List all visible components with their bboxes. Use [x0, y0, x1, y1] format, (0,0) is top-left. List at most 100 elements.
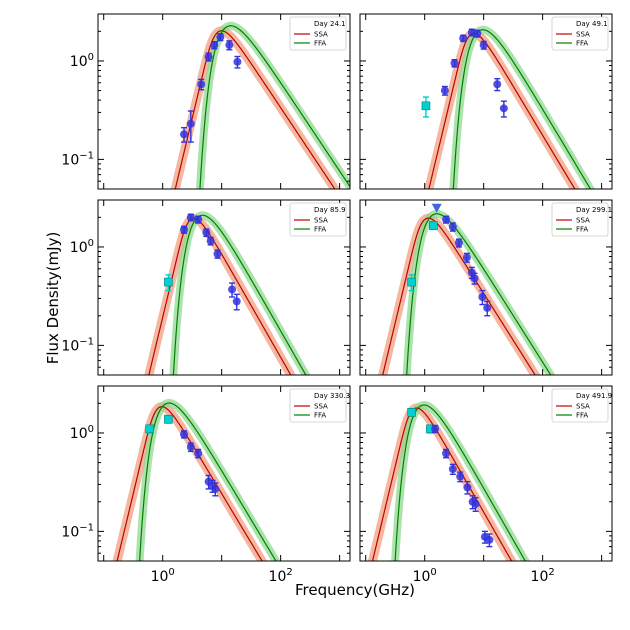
legend-ssa-label: SSA: [576, 403, 590, 411]
detection-point: [202, 228, 211, 237]
detection-point: [459, 34, 468, 43]
legend-ffa-label: FFA: [576, 40, 588, 48]
panel-frame: [359, 13, 613, 190]
panel-frame: [359, 385, 613, 562]
ssa-band: [112, 402, 268, 561]
detection-point: [186, 442, 195, 451]
early-point: [145, 424, 154, 434]
plot-area: [378, 203, 556, 375]
legend-ssa-label: SSA: [314, 403, 328, 411]
legend-ffa-label: FFA: [576, 226, 588, 234]
y-tick-label: 100: [70, 238, 94, 256]
ffa-line: [199, 25, 350, 189]
legend-ffa-label: FFA: [314, 40, 326, 48]
detection-point: [442, 215, 451, 224]
y-tick-label: 10−1: [61, 522, 94, 540]
ffa-band: [169, 211, 311, 375]
legend-box: [289, 16, 347, 51]
legend-title: Day 85.9: [314, 206, 346, 214]
y-tick-label: 100: [70, 52, 94, 70]
ffa-band: [449, 25, 596, 189]
early-point: [407, 408, 416, 417]
detection-point: [440, 86, 449, 95]
detection-point: [204, 52, 213, 61]
detection-point: [471, 499, 480, 508]
x-tick-label: 102: [531, 567, 555, 585]
detection-point: [448, 465, 457, 474]
legend-title: Day 299.1: [576, 206, 612, 214]
detection-point: [211, 484, 220, 493]
detection-point: [463, 483, 472, 492]
detection-point: [180, 130, 189, 139]
panel-frame: [359, 199, 613, 376]
detection-point: [478, 293, 487, 302]
ssa-line: [148, 217, 292, 375]
ffa-line: [406, 213, 552, 375]
detection-point: [473, 29, 482, 38]
detection-point: [197, 80, 206, 89]
early-point: [407, 277, 416, 287]
legend-ffa-label: FFA: [576, 412, 588, 420]
detection-point: [225, 41, 234, 50]
detection-point: [194, 449, 203, 458]
detection-point: [194, 215, 203, 224]
legend-ssa-label: SSA: [314, 31, 328, 39]
x-tick-label: 100: [413, 567, 437, 585]
detection-point: [180, 225, 189, 234]
detection-point: [431, 424, 440, 433]
legend-ffa-label: FFA: [314, 412, 326, 420]
ssa-line: [116, 406, 263, 561]
ssa-line: [174, 30, 336, 189]
detection-point: [180, 430, 189, 439]
panel-frame: [97, 385, 351, 562]
plot-area: [367, 400, 530, 561]
early-point: [164, 277, 173, 287]
detection-point: [232, 297, 241, 306]
early-point: [429, 221, 438, 230]
detection-point: [493, 80, 502, 89]
detection-point: [448, 222, 457, 231]
panel-frame: [97, 13, 351, 190]
ffa-band: [391, 400, 530, 561]
detection-point: [454, 238, 463, 247]
detection-point: [485, 535, 494, 544]
detection-point: [499, 104, 508, 113]
ffa-band: [195, 21, 350, 189]
legend-title: Day 49.1: [576, 20, 608, 28]
upper-limit-marker: [431, 203, 442, 213]
y-tick-label: 100: [70, 424, 94, 442]
early-point: [421, 101, 431, 111]
detection-point: [456, 472, 465, 481]
legend-ssa-label: SSA: [576, 31, 590, 39]
detection-point: [186, 213, 195, 222]
detection-point: [213, 249, 222, 258]
ylabel: Flux Density(mJy): [44, 232, 62, 365]
ffa-line: [452, 29, 592, 189]
legend-title: Day 491.9: [576, 392, 612, 400]
panel-frame: [97, 199, 351, 376]
legend-box: [289, 202, 347, 237]
plot-area: [421, 25, 596, 189]
legend-box: [289, 388, 347, 423]
xlabel: Frequency(GHz): [295, 581, 415, 599]
detection-point: [483, 303, 492, 312]
legend-title: Day 24.1: [314, 20, 346, 28]
legend-ffa-label: FFA: [314, 226, 326, 234]
detection-point: [442, 449, 451, 458]
detection-point: [186, 119, 195, 128]
y-tick-label: 10−1: [61, 150, 94, 168]
detection-point: [210, 41, 219, 50]
legend-box: [551, 388, 609, 423]
legend-ssa-label: SSA: [314, 217, 328, 225]
detection-point: [228, 285, 237, 294]
plot-area: [112, 398, 281, 561]
detection-point: [462, 253, 471, 262]
